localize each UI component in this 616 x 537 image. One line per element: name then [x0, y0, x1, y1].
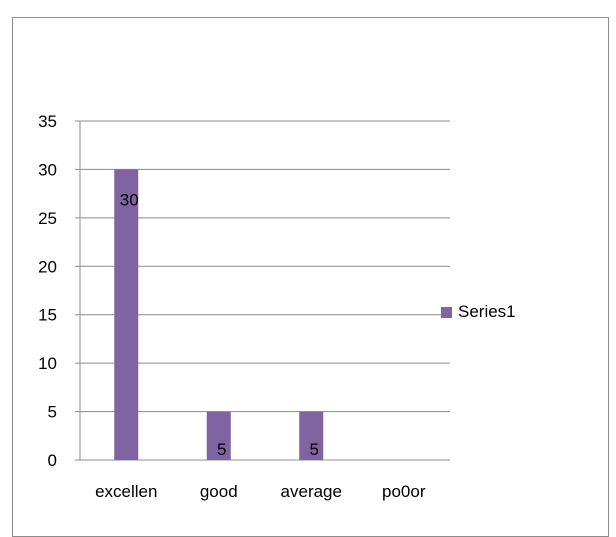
y-tick-label-35: 35 — [38, 112, 57, 131]
y-tick-label-10: 10 — [38, 354, 57, 373]
y-tick-label-20: 20 — [38, 257, 57, 276]
data-label-average: 5 — [310, 440, 319, 459]
data-label-excellen: 30 — [120, 190, 139, 209]
x-axis-ticks: excellen good average po0or — [95, 482, 426, 501]
y-tick-label-30: 30 — [38, 160, 57, 179]
x-tick-label-good: good — [200, 482, 238, 501]
data-label-good: 5 — [217, 440, 226, 459]
bar-good — [206, 411, 231, 460]
y-axis-ticks: 0 5 10 15 20 25 30 35 — [38, 112, 57, 470]
y-tick-label-25: 25 — [38, 209, 57, 228]
bars — [114, 169, 324, 460]
x-tick-label-excellen: excellen — [95, 482, 157, 501]
x-tick-label-po0or: po0or — [382, 482, 426, 501]
y-tick-label-15: 15 — [38, 306, 57, 325]
legend: Series1 — [441, 302, 516, 322]
bar-average — [299, 411, 324, 460]
legend-swatch-series1 — [441, 306, 452, 318]
legend-label-series1: Series1 — [458, 302, 516, 321]
bar-excellen — [114, 169, 139, 460]
data-labels: 30 5 5 — [120, 190, 319, 459]
gridlines — [75, 120, 450, 461]
y-tick-label-5: 5 — [48, 403, 57, 422]
y-tick-label-0: 0 — [48, 451, 57, 470]
x-tick-label-average: average — [281, 482, 342, 501]
